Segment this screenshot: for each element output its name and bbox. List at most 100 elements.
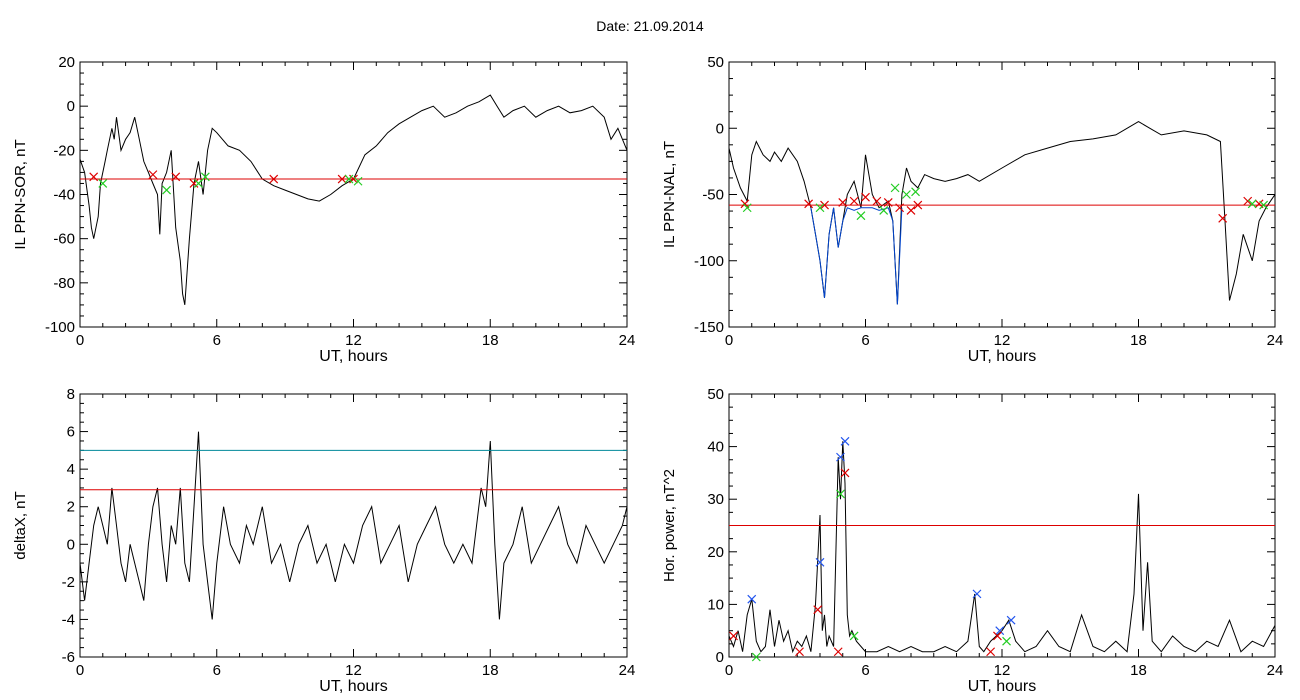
y-tick-label: -150: [694, 319, 724, 336]
series-line-blue_line: [810, 207, 903, 305]
x-axis-label: UT, hours: [968, 678, 1036, 695]
x-marker-red_marker: [883, 198, 893, 207]
y-tick-label: -100: [45, 319, 75, 336]
y-tick-label: -50: [702, 187, 724, 204]
x-marker-red_marker: [337, 174, 347, 184]
series-line-signal: [80, 94, 627, 305]
y-tick-label: 30: [707, 491, 724, 508]
x-tick-label: 18: [482, 662, 499, 679]
y-tick-label: 2: [67, 499, 75, 516]
x-tick-label: 0: [76, 662, 84, 679]
x-marker-green_marker: [849, 631, 859, 641]
y-tick-label: -6: [62, 649, 75, 666]
x-marker-blue_marker: [836, 452, 845, 462]
x-marker-red_marker: [913, 200, 923, 210]
x-axis-label: UT, hours: [319, 678, 387, 695]
x-marker-green_marker: [1259, 200, 1269, 210]
figure-title: Date: 21.09.2014: [596, 18, 704, 34]
x-marker-red_marker: [1243, 196, 1253, 206]
x-marker-green_marker: [194, 179, 203, 188]
x-marker-red_marker: [269, 174, 279, 184]
x-marker-green_marker: [98, 179, 108, 188]
x-marker-green_marker: [815, 203, 825, 213]
x-marker-red_marker: [986, 647, 996, 657]
y-tick-label: 8: [67, 386, 75, 403]
x-tick-label: 24: [619, 332, 636, 349]
x-marker-blue_marker: [747, 594, 757, 604]
x-marker-red_marker: [89, 172, 99, 182]
x-marker-red_marker: [813, 605, 823, 615]
y-tick-label: 0: [67, 536, 75, 553]
x-marker-red_marker: [861, 192, 870, 202]
x-marker-blue_marker: [815, 557, 825, 567]
plot-frame: [79, 393, 628, 658]
x-tick-label: 18: [1130, 332, 1147, 349]
x-marker-red_marker: [729, 631, 738, 641]
x-marker-green_marker: [856, 211, 866, 221]
panel-sor: 0 6 12 18 24 -100 -80 -60 -40 -20 0 20 UT, hours IL P…: [12, 54, 635, 365]
y-tick-label: -20: [53, 142, 75, 159]
y-tick-label: 0: [716, 120, 724, 137]
x-tick-label: 18: [1130, 662, 1147, 679]
panel-nal: 0 6 12 18 24 -150 -100 -50 0 50 UT, hours IL PPN-NA…: [661, 54, 1283, 365]
x-marker-red_marker: [872, 196, 882, 206]
y-tick-label: 10: [707, 596, 724, 613]
x-tick-label: 6: [861, 332, 869, 349]
y-tick-label: 50: [707, 386, 724, 403]
x-marker-red_marker: [1218, 213, 1228, 223]
x-marker-green_marker: [890, 183, 900, 193]
series-line-signal: [729, 441, 1275, 654]
x-marker-red_marker: [906, 205, 916, 215]
y-tick-label: -40: [53, 187, 75, 204]
y-axis-label: Hor. power, nT^2: [661, 469, 678, 582]
series-line-signal: [80, 431, 627, 620]
x-marker-green_marker: [1002, 636, 1011, 646]
x-marker-green_marker: [902, 190, 911, 199]
y-tick-label: -2: [62, 574, 75, 591]
x-marker-green_marker: [751, 652, 761, 662]
x-marker-blue_marker: [1006, 615, 1016, 625]
x-marker-red_marker: [148, 170, 158, 180]
x-tick-label: 0: [725, 332, 733, 349]
y-tick-label: 40: [707, 439, 724, 456]
series-line-signal: [729, 121, 1275, 305]
x-marker-red_marker: [993, 631, 1002, 641]
x-tick-label: 24: [1267, 662, 1284, 679]
y-tick-label: -100: [694, 253, 724, 270]
x-tick-label: 18: [482, 332, 499, 349]
x-axis-label: UT, hours: [319, 348, 387, 365]
x-tick-label: 0: [725, 662, 733, 679]
y-tick-label: 20: [707, 544, 724, 561]
x-marker-green_marker: [742, 203, 752, 213]
x-marker-red_marker: [820, 200, 829, 210]
y-axis-label: IL PPN-SOR, nT: [12, 139, 29, 249]
x-tick-label: 0: [76, 332, 84, 349]
x-marker-green_marker: [353, 176, 363, 186]
x-marker-red_marker: [171, 172, 181, 182]
y-tick-label: 50: [707, 54, 724, 71]
x-marker-green_marker: [1247, 199, 1257, 209]
x-tick-label: 24: [619, 662, 636, 679]
x-marker-blue_marker: [995, 626, 1005, 636]
x-tick-label: 12: [345, 332, 362, 349]
x-marker-green_marker: [162, 185, 172, 195]
y-tick-label: 6: [67, 424, 75, 441]
x-tick-label: 12: [994, 662, 1011, 679]
y-tick-label: -80: [53, 275, 75, 292]
x-tick-label: 6: [213, 332, 221, 349]
x-tick-label: 6: [213, 662, 221, 679]
y-tick-label: 4: [67, 461, 75, 478]
x-marker-green_marker: [836, 489, 845, 499]
x-marker-red_marker: [840, 468, 850, 478]
x-marker-blue_marker: [840, 436, 850, 446]
y-tick-label: 20: [58, 54, 75, 71]
x-marker-green_marker: [879, 205, 889, 215]
x-marker-red_marker: [740, 199, 750, 209]
x-marker-green_marker: [344, 174, 354, 184]
x-marker-blue_marker: [972, 589, 982, 599]
y-axis-label: deltaX, nT: [12, 491, 29, 559]
x-tick-label: 24: [1267, 332, 1284, 349]
x-marker-red_marker: [833, 647, 843, 657]
